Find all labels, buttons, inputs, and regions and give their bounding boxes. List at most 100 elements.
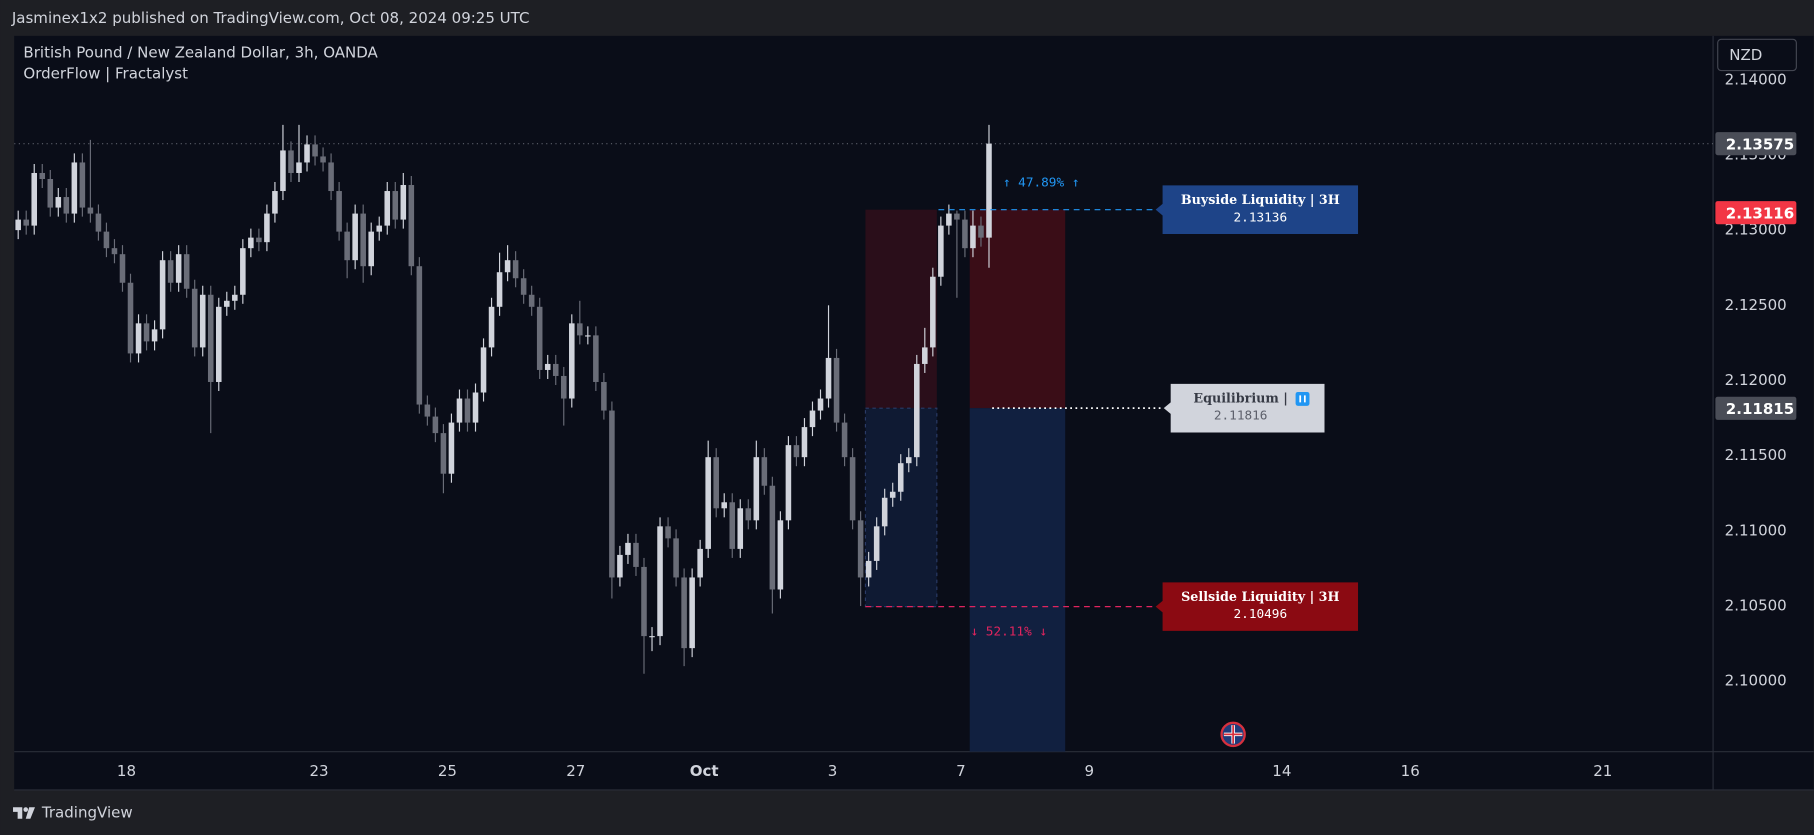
candle-body <box>857 520 864 578</box>
candle-body <box>103 231 110 249</box>
candle-body <box>336 191 342 232</box>
candle-body <box>392 191 399 220</box>
candle-body <box>785 445 792 521</box>
candle-body <box>713 457 719 509</box>
candle-body <box>55 197 62 208</box>
candle-body <box>432 416 439 434</box>
candle-body <box>849 457 856 521</box>
candle-body <box>801 427 808 458</box>
candle-body <box>207 294 214 382</box>
candle-body <box>368 231 374 267</box>
candle-body <box>480 347 487 393</box>
x-tick-label: 25 <box>438 762 457 780</box>
candle-body <box>448 422 455 474</box>
candle-body <box>215 306 222 382</box>
y-tick-label: 2.10500 <box>1725 597 1787 615</box>
candle-body <box>865 560 872 578</box>
candle-body <box>689 577 695 649</box>
candle-body <box>344 231 350 261</box>
candle-body <box>464 398 471 423</box>
level-value: 2.11816 <box>1214 408 1268 423</box>
candle-body <box>978 225 984 238</box>
candle-body <box>424 404 431 417</box>
currency: NZD <box>1729 46 1762 64</box>
candle-body <box>729 502 736 549</box>
candle-body <box>986 143 992 238</box>
x-tick-label: 9 <box>1085 762 1095 780</box>
candle-body <box>753 457 760 521</box>
y-tick-label: 2.12000 <box>1725 371 1787 389</box>
candle-body <box>143 323 150 342</box>
candle-body <box>930 276 936 348</box>
candle-body <box>665 526 671 539</box>
candle-body <box>633 542 639 567</box>
candle-body <box>641 566 647 637</box>
candle-body <box>39 172 46 179</box>
plot <box>14 124 1714 752</box>
level-label: Equilibrium | <box>1193 390 1288 405</box>
y-tick-label: 2.11000 <box>1725 521 1787 539</box>
candle-body <box>512 260 519 279</box>
chart-title: British Pound / New Zealand Dollar, 3h, … <box>23 44 378 62</box>
time-axis <box>14 751 1714 790</box>
flag-icon <box>1220 721 1246 748</box>
candle-body <box>328 162 334 192</box>
candle-body <box>199 294 206 348</box>
level-label-box <box>1155 185 1359 234</box>
candle-body <box>23 219 29 226</box>
currency-box[interactable] <box>1717 38 1797 72</box>
candle-body <box>352 213 358 261</box>
price-label: 2.11815 <box>1726 400 1794 418</box>
y-tick-label: 2.14000 <box>1725 70 1787 88</box>
candle-body <box>296 162 302 173</box>
candle-body <box>681 577 687 649</box>
candle-body <box>609 410 615 578</box>
candle-body <box>488 306 495 348</box>
candle-body <box>71 162 78 214</box>
level-value: 2.10496 <box>1234 606 1288 621</box>
candle-body <box>657 526 663 637</box>
premium-label: ↑ 47.89% ↑ <box>1003 175 1080 190</box>
candle-body <box>312 144 318 157</box>
candle-body <box>922 347 928 364</box>
price-label: 2.13575 <box>1726 135 1794 153</box>
candle-body <box>504 260 511 273</box>
candle-body <box>288 150 294 173</box>
candle-body <box>272 191 278 214</box>
candle-body <box>280 150 286 192</box>
candle-body <box>761 457 768 486</box>
candle-body <box>256 237 262 243</box>
candle-body <box>111 248 118 255</box>
x-tick-label: 16 <box>1401 762 1420 780</box>
brand: TradingView <box>41 804 133 822</box>
level-label-box <box>1163 383 1325 433</box>
x-tick-label: 23 <box>310 762 329 780</box>
candle-body <box>232 294 238 301</box>
candle-body <box>360 213 366 267</box>
candle-body <box>745 508 752 521</box>
candle-body <box>248 237 254 249</box>
candle-body <box>191 288 198 348</box>
candle-body <box>456 398 463 423</box>
candle-body <box>897 463 904 492</box>
zone <box>969 209 1066 409</box>
candle-body <box>601 381 607 411</box>
candle-body <box>825 357 832 399</box>
zone <box>969 408 1066 752</box>
level-value: 2.13136 <box>1234 209 1288 224</box>
candle-body <box>135 323 142 354</box>
candle-body <box>87 207 94 214</box>
candle-body <box>440 433 447 474</box>
y-tick-label: 2.13000 <box>1725 221 1787 239</box>
candle-body <box>47 178 54 208</box>
candle-body <box>737 508 744 549</box>
candle-body <box>793 445 800 458</box>
candle-body <box>625 542 631 555</box>
candle-body <box>119 254 126 283</box>
candle-body <box>769 485 776 590</box>
x-tick-label: 21 <box>1593 762 1612 780</box>
y-tick-label: 2.12500 <box>1725 296 1787 314</box>
pause-icon <box>1295 391 1310 406</box>
candle-body <box>240 248 246 295</box>
